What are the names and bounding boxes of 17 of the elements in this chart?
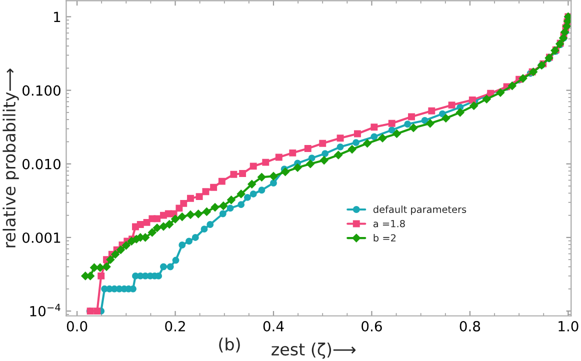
x-tick-label: 1.0 <box>558 320 578 332</box>
legend-label: b =2 <box>374 234 396 242</box>
x-tick-label: 0.4 <box>263 320 284 332</box>
text: (b) <box>219 338 240 353</box>
y-axis-title: relative probability⟶ <box>2 68 19 248</box>
x-axis-title: zest (ζ)⟶ <box>272 342 356 359</box>
y-tick-label: 0.100 <box>22 85 60 96</box>
legend-label: default parameters <box>373 206 466 215</box>
y-tick-label: 0.010 <box>22 158 60 170</box>
y-tick-label: 0.001 <box>22 232 60 243</box>
x-tick-label: 0.2 <box>165 320 185 332</box>
y-tick-label: 10$^{−4}$ <box>30 304 60 316</box>
x-tick-label: 0.6 <box>362 320 382 332</box>
x-tick-label: 0.0 <box>66 320 88 332</box>
legend-label: a =1.8 <box>373 220 405 228</box>
y-tick-label: 1 <box>54 12 60 22</box>
x-tick-label: 0.8 <box>460 320 480 332</box>
